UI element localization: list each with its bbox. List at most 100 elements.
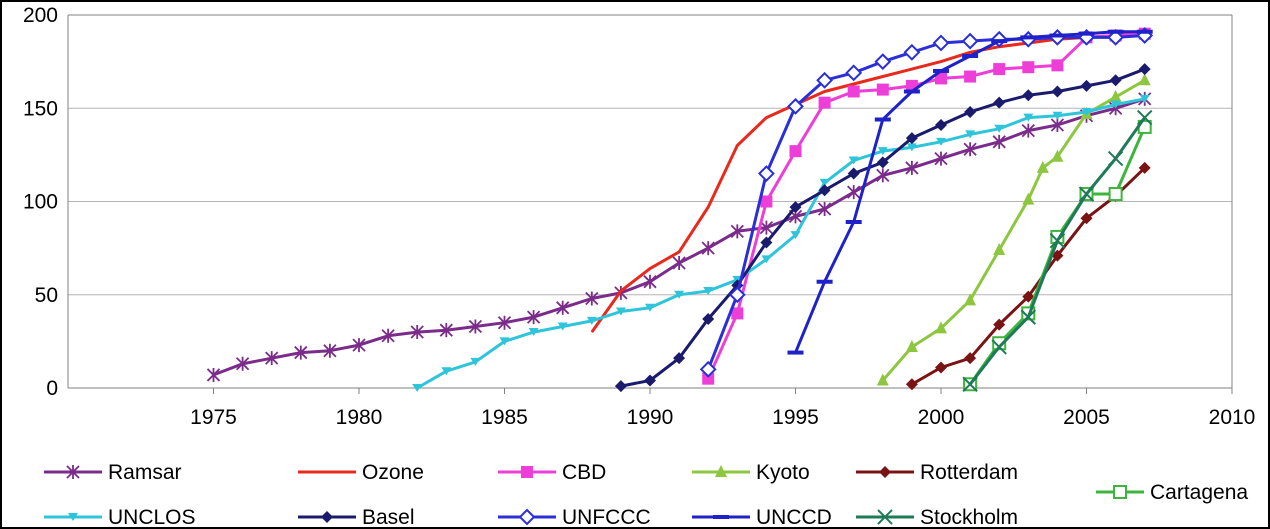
point-ramsar xyxy=(206,367,221,382)
point-unclos xyxy=(615,307,626,316)
point-unfccc xyxy=(1107,28,1125,46)
point-basel xyxy=(1138,63,1151,76)
point-ramsar xyxy=(701,241,715,256)
point-basel xyxy=(644,374,656,387)
x-tick-label: 1980 xyxy=(336,406,383,429)
point-ramsar xyxy=(905,160,919,175)
point-unclos xyxy=(645,303,655,312)
point-basel xyxy=(847,167,860,180)
point-unfccc xyxy=(903,43,921,61)
point-ramsar xyxy=(992,134,1006,149)
point-ramsar xyxy=(352,338,366,353)
axes: 0 50 100 150 200 1975 1980 1985 1990 1995 2000 2005… xyxy=(23,4,1255,429)
point-unfccc xyxy=(816,71,834,89)
point-basel xyxy=(702,312,715,325)
point-unfccc xyxy=(787,97,804,115)
point-stockholm xyxy=(1049,232,1066,249)
series-ramsar xyxy=(206,91,1152,382)
point-cbd xyxy=(876,83,889,96)
legend-label-unfccc: UNFCCC xyxy=(562,506,651,529)
point-ramsar xyxy=(585,291,599,306)
point-cbd xyxy=(1022,61,1035,74)
point-cbd xyxy=(1051,59,1064,72)
x-tick-label: 1975 xyxy=(190,406,237,429)
point-unclos xyxy=(965,130,976,139)
x-tick-label: 1995 xyxy=(772,406,819,429)
y-tick-label: 0 xyxy=(46,377,58,400)
point-basel xyxy=(1109,74,1122,87)
legend: Ramsar Ozone CBD Kyoto Rotterdam Cartagena UNC… xyxy=(44,461,1248,529)
point-unfccc xyxy=(757,165,775,182)
point-ramsar xyxy=(265,351,279,366)
legend-label-cartagena: Cartagena xyxy=(1150,481,1248,504)
x-tick-label: 2005 xyxy=(1063,406,1110,429)
legend-item-unccd: UNCCD xyxy=(692,506,832,529)
point-ramsar xyxy=(235,356,250,371)
point-unclos xyxy=(441,367,452,376)
point-ramsar xyxy=(672,256,686,271)
point-rotterdam xyxy=(905,378,918,391)
point-basel xyxy=(673,352,686,365)
legend-label-unclos: UNCLOS xyxy=(108,506,196,529)
point-ramsar xyxy=(817,201,832,216)
point-kyoto xyxy=(1138,73,1151,86)
point-basel xyxy=(1051,85,1064,98)
point-stockholm xyxy=(1020,309,1037,325)
point-basel xyxy=(935,119,947,132)
point-ramsar xyxy=(643,274,657,289)
point-unclos xyxy=(936,137,946,146)
point-basel xyxy=(1080,79,1093,92)
legend-item-cbd: CBD xyxy=(498,461,606,484)
x-tick-label: 1990 xyxy=(627,406,674,429)
point-unclos xyxy=(557,322,568,331)
point-cbd xyxy=(731,307,744,320)
point-rotterdam xyxy=(1080,212,1093,225)
point-unfccc xyxy=(699,360,717,378)
legend-label-basel: Basel xyxy=(362,506,415,529)
point-rotterdam xyxy=(993,318,1006,331)
point-stockholm xyxy=(991,339,1007,355)
legend-item-ramsar: Ramsar xyxy=(44,461,182,484)
point-unclos xyxy=(674,290,685,299)
legend-marker-kyoto xyxy=(715,465,727,477)
point-basel xyxy=(993,96,1006,109)
point-stockholm xyxy=(1078,186,1095,202)
legend-marker-stockholm xyxy=(877,509,893,525)
y-tick-label: 150 xyxy=(23,97,58,120)
point-stockholm xyxy=(1107,150,1124,167)
point-unclos xyxy=(994,124,1005,133)
point-unclos xyxy=(1052,111,1063,120)
point-ramsar xyxy=(526,310,541,325)
point-unclos xyxy=(586,316,597,325)
point-kyoto xyxy=(993,242,1006,255)
point-unclos xyxy=(819,178,830,187)
point-ramsar xyxy=(876,168,890,183)
point-cbd xyxy=(789,145,802,158)
legend-label-rotterdam: Rotterdam xyxy=(920,461,1018,484)
point-cbd xyxy=(702,372,715,385)
point-unfccc xyxy=(874,53,892,71)
point-ramsar xyxy=(1050,118,1065,133)
point-unclos xyxy=(906,143,917,152)
point-unclos xyxy=(528,328,539,337)
legend-item-basel: Basel xyxy=(298,506,415,529)
legend-item-stockholm: Stockholm xyxy=(856,506,1018,529)
legend-label-ramsar: Ramsar xyxy=(108,461,182,484)
point-unclos xyxy=(703,287,714,296)
y-tick-label: 200 xyxy=(23,4,58,27)
point-cbd xyxy=(818,96,831,109)
point-ramsar xyxy=(323,343,337,358)
point-rotterdam xyxy=(1022,290,1035,303)
x-tick-label: 2000 xyxy=(918,406,965,429)
point-stockholm xyxy=(1136,109,1153,126)
legend-label-stockholm: Stockholm xyxy=(920,506,1018,529)
legend-marker-rotterdam xyxy=(879,466,891,478)
legend-label-ozone: Ozone xyxy=(362,461,424,484)
point-ramsar xyxy=(468,319,483,334)
point-unclos xyxy=(848,156,859,165)
point-basel xyxy=(905,132,918,145)
legend-item-unclos: UNCLOS xyxy=(44,506,196,529)
legend-marker-cartagena xyxy=(1113,485,1127,499)
point-kyoto xyxy=(964,293,977,306)
point-unclos xyxy=(1081,107,1092,116)
